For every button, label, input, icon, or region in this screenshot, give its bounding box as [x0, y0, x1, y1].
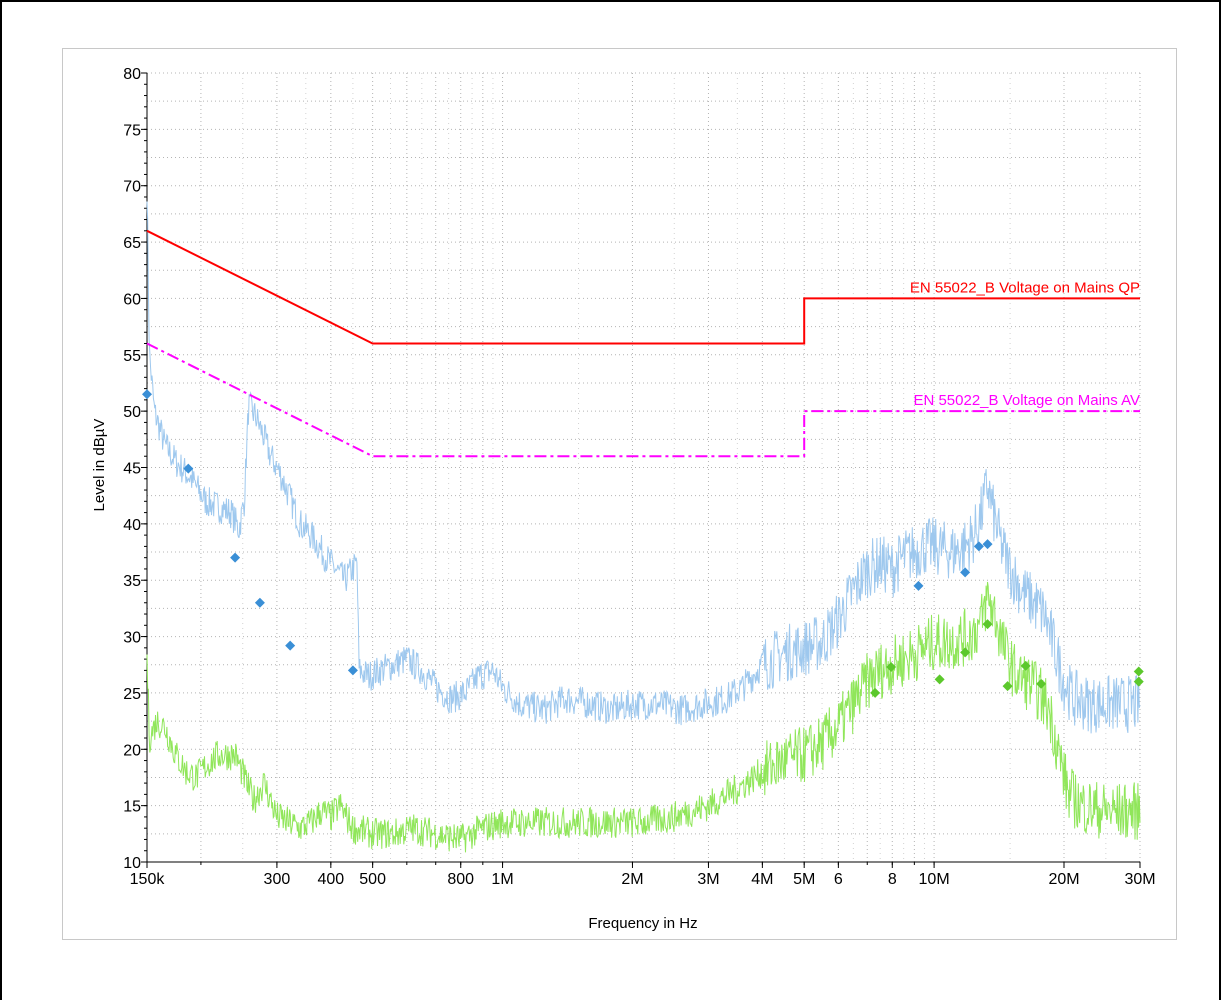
av-marker — [1133, 666, 1144, 677]
x-tick-label: 20M — [1048, 871, 1079, 888]
qp-marker — [142, 389, 152, 400]
limit-line-qp — [146, 229, 1140, 345]
av-marker — [982, 619, 993, 630]
series-layer — [146, 201, 1141, 853]
qp-marker — [913, 580, 924, 591]
y-tick-label: 35 — [123, 573, 141, 590]
x-tick-label: 1M — [491, 871, 513, 888]
y-tick-label: 15 — [123, 799, 141, 816]
qp-marker — [982, 539, 993, 550]
av-marker — [886, 662, 897, 673]
qp-marker — [285, 640, 296, 651]
axes: 10 15 20 25 30 35 40 45 50 55 60 65 70 75 80 150k 300 400… — [123, 66, 1155, 888]
y-tick-label: 30 — [123, 630, 141, 647]
av-marker — [1002, 681, 1013, 692]
x-tick-label: 400 — [317, 871, 344, 888]
limit-layer: EN 55022_B Voltage on Mains QP EN 55022_B… — [146, 229, 1140, 458]
measurement-trace-2 — [146, 581, 1141, 853]
y-tick-label: 10 — [123, 855, 141, 872]
y-tick-label: 50 — [123, 404, 141, 421]
x-tick-label: 6 — [834, 871, 843, 888]
y-tick-label: 65 — [123, 235, 141, 252]
qp-marker — [960, 567, 971, 578]
y-tick-label: 70 — [123, 179, 141, 196]
x-axis-label: Frequency in Hz — [588, 915, 697, 932]
qp-marker — [183, 463, 194, 474]
x-tick-label: 800 — [447, 871, 474, 888]
x-tick-label: 10M — [919, 871, 950, 888]
limit-label-av: EN 55022_B Voltage on Mains AV — [913, 392, 1140, 409]
labels-layer: Frequency in Hz Level in dBµV — [91, 419, 698, 932]
x-tick-label: 30M — [1124, 871, 1155, 888]
qp-marker — [230, 552, 241, 563]
y-tick-label: 20 — [123, 742, 141, 759]
av-marker — [1036, 678, 1047, 689]
qp-marker — [254, 597, 265, 608]
av-marker — [960, 647, 971, 658]
grid — [146, 72, 1141, 863]
av-marker — [1020, 660, 1031, 671]
qp-marker — [347, 665, 358, 676]
av-marker — [934, 674, 945, 685]
limit-label-qp: EN 55022_B Voltage on Mains QP — [910, 279, 1140, 296]
x-tick-label: 5M — [793, 871, 815, 888]
av-marker — [1133, 676, 1144, 687]
y-tick-label: 25 — [123, 686, 141, 703]
marker-layer — [142, 389, 1144, 698]
limit-line-av — [146, 342, 1140, 458]
y-axis-label: Level in dBµV — [91, 419, 108, 512]
x-tick-label: 300 — [264, 871, 291, 888]
qp-marker — [973, 541, 984, 552]
x-tick-label: 150k — [130, 871, 166, 888]
y-tick-label: 45 — [123, 461, 141, 478]
y-tick-label: 75 — [123, 122, 141, 139]
y-tick-label: 40 — [123, 517, 141, 534]
x-tick-label: 3M — [697, 871, 719, 888]
y-tick-label: 55 — [123, 348, 141, 365]
y-tick-label: 80 — [123, 66, 141, 83]
measurement-trace-1 — [146, 201, 1141, 734]
x-tick-label: 2M — [621, 871, 643, 888]
x-tick-label: 500 — [359, 871, 386, 888]
x-tick-label: 8 — [888, 871, 897, 888]
av-marker — [870, 687, 881, 698]
y-tick-label: 60 — [123, 291, 141, 308]
x-tick-label: 4M — [751, 871, 773, 888]
